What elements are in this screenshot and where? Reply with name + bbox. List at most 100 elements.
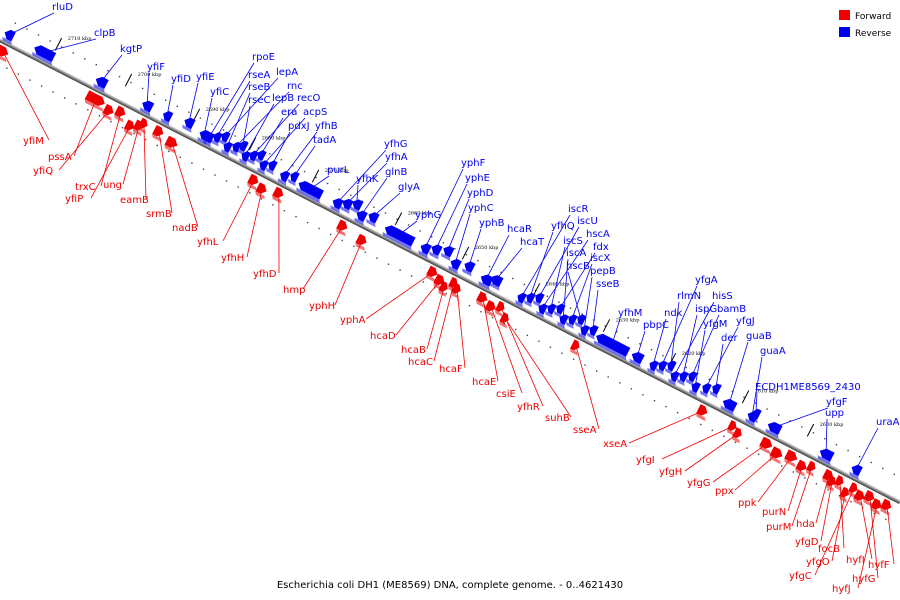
ruler-dot: [133, 132, 135, 135]
ruler-dot: [98, 115, 101, 117]
gene-feature: [696, 404, 708, 422]
ruler-dot: [754, 402, 757, 404]
gene-arrow-side: [462, 268, 472, 277]
gene-arrow: [213, 132, 223, 143]
ruler-dot: [769, 459, 771, 461]
gene-arrow: [443, 246, 455, 258]
leader-line: [244, 103, 275, 156]
gene-label: yfgH: [659, 467, 682, 478]
ruler-dot: [29, 79, 31, 81]
leader-line: [673, 301, 715, 377]
gene-label: rnc: [287, 81, 303, 92]
gene-arrow-side: [488, 281, 500, 291]
gene-label: hyfI: [846, 555, 865, 566]
gene-features: [0, 29, 892, 516]
gene-arrow: [342, 198, 354, 211]
gene-arrow-side: [32, 51, 53, 66]
ruler-dot: [384, 212, 387, 214]
gene-feature: [853, 489, 865, 507]
gene-arrow-side: [438, 289, 446, 298]
gene-feature: [668, 371, 680, 386]
gene-arrow-side: [817, 455, 831, 466]
ruler-dot: [734, 441, 737, 443]
gene-feature: [366, 212, 380, 228]
gene-arrow: [95, 76, 109, 89]
gene-label: hyfG: [852, 574, 876, 585]
gene-feature: [239, 151, 251, 166]
leader-line: [684, 433, 739, 472]
gene-arrow-side: [765, 428, 779, 439]
ruler-dot: [815, 483, 818, 485]
ruler-dot: [731, 390, 734, 392]
legend-swatch-forward: [839, 10, 850, 20]
gene-label: iscS: [563, 236, 583, 247]
ruler-dot: [110, 121, 112, 123]
gene-feature: [114, 105, 126, 123]
ruler-dot: [653, 400, 656, 402]
gene-label: yfiD: [171, 74, 191, 85]
gene-label: fdx: [593, 242, 609, 253]
gene-feature: [488, 275, 504, 291]
tick-label: 2640 kbp: [546, 281, 570, 287]
gene-label: hcaE: [472, 377, 496, 388]
ruler-dot: [781, 465, 783, 467]
tick-label: 2650 kbp: [475, 245, 499, 251]
gene-arrow: [767, 421, 783, 435]
ruler-dot: [168, 150, 170, 153]
ruler-dot: [17, 73, 20, 75]
label-leader-lines: [2, 12, 895, 589]
gene-arrow-side: [795, 468, 805, 477]
gene-arrow: [696, 404, 708, 416]
gene-feature: [438, 280, 448, 298]
gene-arrow-side: [727, 428, 735, 437]
leader-line: [171, 142, 199, 228]
ruler-dot: [144, 138, 147, 141]
gene-label: yfhL: [197, 237, 219, 248]
leader-line: [283, 131, 318, 176]
ruler-dot: [572, 358, 575, 360]
gene-label: yphD: [467, 188, 494, 199]
leader-line: [500, 307, 544, 407]
gene-feature: [221, 141, 233, 157]
gene-feature: [557, 314, 569, 329]
gene-arrow: [332, 198, 344, 210]
gene-arrow: [679, 371, 689, 383]
gene-arrow-side: [545, 310, 553, 319]
gene-label: pbpC: [643, 320, 669, 331]
gene-arrow: [102, 103, 114, 116]
gene-label: yfgO: [806, 557, 830, 568]
ruler-dot: [84, 58, 86, 60]
leader-line: [73, 99, 97, 157]
ruler-dot: [199, 117, 202, 119]
gene-arrow: [722, 398, 738, 412]
gene-label: hcaB: [401, 345, 426, 356]
ruler-dot: [225, 180, 228, 182]
gene-arrow: [221, 131, 231, 143]
gene-label: yfhA: [385, 152, 408, 163]
tick-label: 2620 kbp: [682, 351, 706, 357]
gene-arrow: [752, 408, 762, 420]
leader-line: [550, 246, 566, 309]
gene-arrow: [355, 233, 367, 246]
leader-line: [360, 177, 388, 216]
ruler-dot: [373, 206, 375, 208]
gene-label: rluD: [52, 2, 73, 13]
gene-feature: [266, 160, 278, 175]
gene-label: sseB: [596, 279, 620, 290]
gene-feature: [784, 449, 798, 468]
gene-feature: [817, 448, 835, 466]
leader-line: [146, 72, 150, 106]
leader-line: [559, 252, 596, 309]
gene-feature: [255, 182, 267, 200]
gene-feature: [330, 198, 344, 214]
gene-arrow-side: [221, 149, 229, 157]
gene-arrow-side: [720, 405, 734, 416]
gene-arrow-side: [677, 378, 685, 386]
gene-label: yphC: [468, 203, 494, 214]
legend: Forward Reverse: [839, 10, 892, 39]
gene-label: guaB: [746, 331, 772, 342]
gene-arrow: [556, 303, 566, 315]
gene-feature: [247, 173, 259, 191]
gene-arrow-side: [570, 348, 578, 356]
gene-label: yphF: [461, 158, 486, 169]
